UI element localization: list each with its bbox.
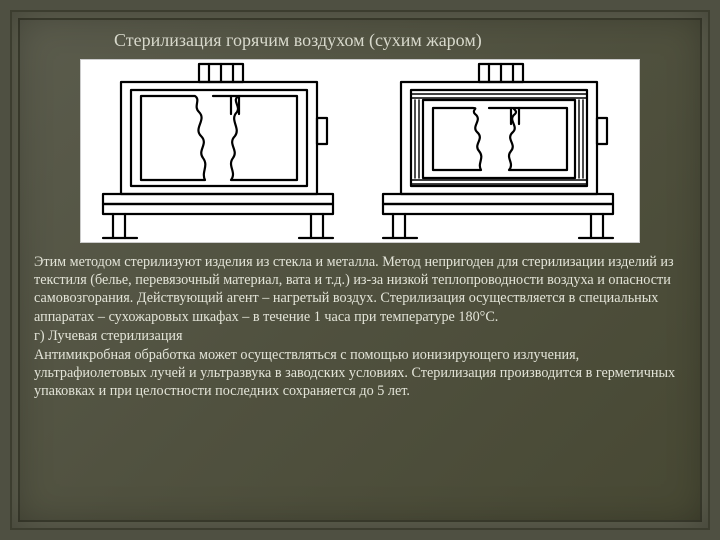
sterilizer-diagram bbox=[80, 59, 640, 243]
paragraph-2: г) Лучевая стерилизация bbox=[34, 327, 686, 345]
sterilizer-svg bbox=[81, 60, 641, 244]
page-title: Стерилизация горячим воздухом (сухим жар… bbox=[114, 30, 686, 51]
paragraph-3: Антимикробная обработка может осуществля… bbox=[34, 346, 686, 401]
body-text: Этим методом стерилизуют изделия из стек… bbox=[34, 253, 686, 401]
slide-panel: Стерилизация горячим воздухом (сухим жар… bbox=[10, 10, 710, 530]
slide-outer-frame: Стерилизация горячим воздухом (сухим жар… bbox=[0, 0, 720, 540]
paragraph-1: Этим методом стерилизуют изделия из стек… bbox=[34, 253, 686, 326]
